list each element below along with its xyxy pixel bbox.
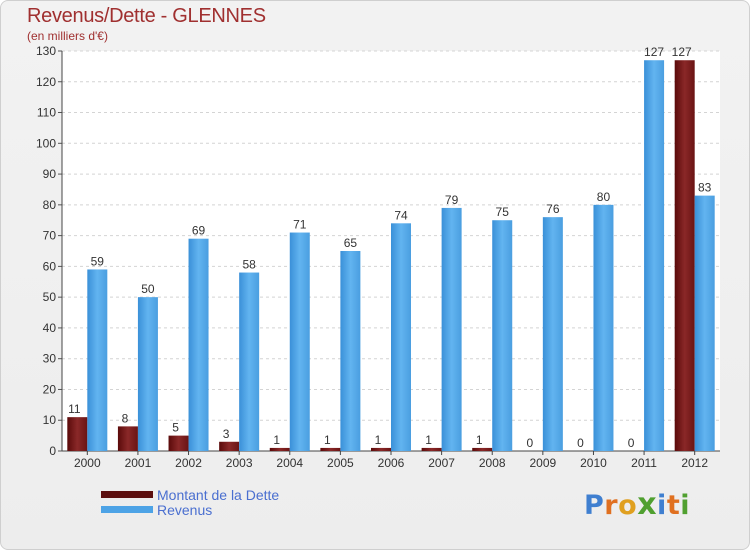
y-tick-label: 10 bbox=[43, 413, 57, 427]
x-tick-label: 2009 bbox=[529, 456, 556, 470]
logo-letter: i bbox=[680, 490, 690, 521]
y-tick-label: 100 bbox=[36, 136, 56, 150]
y-tick-label: 110 bbox=[37, 106, 56, 120]
legend: Montant de la Dette Revenus bbox=[101, 486, 280, 518]
data-label-dette: 11 bbox=[68, 402, 81, 416]
data-label-revenus: 79 bbox=[445, 193, 459, 207]
bar-revenus bbox=[644, 60, 665, 451]
data-label-revenus: 69 bbox=[192, 224, 206, 238]
x-tick-label: 2001 bbox=[125, 456, 152, 470]
bar-revenus bbox=[492, 220, 513, 451]
data-label-dette: 127 bbox=[672, 45, 692, 59]
x-tick-label: 2006 bbox=[378, 456, 405, 470]
data-label-revenus: 127 bbox=[644, 45, 664, 59]
proxiti-logo: Proxiti bbox=[584, 487, 690, 522]
x-tick-label: 2004 bbox=[276, 456, 303, 470]
data-label-dette: 5 bbox=[172, 421, 179, 435]
y-tick-label: 40 bbox=[43, 321, 57, 335]
data-label-revenus: 50 bbox=[141, 282, 155, 296]
data-label-dette: 1 bbox=[476, 433, 483, 447]
bar-revenus bbox=[239, 272, 260, 451]
y-tick-label: 30 bbox=[43, 352, 57, 366]
bar-dette bbox=[674, 60, 695, 451]
bar-revenus bbox=[593, 204, 614, 451]
data-label-dette: 0 bbox=[628, 436, 635, 450]
legend-label-revenus: Revenus bbox=[157, 501, 213, 518]
legend-swatch-revenus bbox=[101, 506, 153, 513]
logo-letter: t bbox=[666, 490, 681, 521]
data-label-dette: 0 bbox=[577, 436, 584, 450]
x-tick-label: 2010 bbox=[580, 456, 607, 470]
y-tick-label: 50 bbox=[43, 290, 57, 304]
y-tick-label: 120 bbox=[36, 75, 56, 89]
bar-revenus bbox=[137, 297, 158, 451]
bar-dette bbox=[219, 441, 240, 451]
legend-label-dette: Montant de la Dette bbox=[157, 486, 280, 503]
bar-revenus bbox=[441, 207, 462, 451]
logo-letter: r bbox=[604, 490, 619, 521]
data-label-revenus: 75 bbox=[496, 205, 510, 219]
y-tick-label: 90 bbox=[43, 167, 57, 181]
chart-subtitle: (en milliers d'€) bbox=[27, 29, 108, 43]
data-label-dette: 8 bbox=[122, 411, 129, 425]
bar-dette bbox=[472, 447, 493, 451]
data-label-dette: 3 bbox=[223, 427, 230, 441]
bar-revenus bbox=[694, 195, 715, 451]
x-tick-label: 2012 bbox=[681, 456, 708, 470]
data-label-revenus: 59 bbox=[91, 254, 105, 268]
x-tick-label: 2002 bbox=[175, 456, 202, 470]
y-tick-label: 20 bbox=[43, 382, 57, 396]
bar-revenus bbox=[188, 238, 209, 451]
bar-dette bbox=[117, 426, 138, 451]
data-label-revenus: 83 bbox=[698, 181, 712, 195]
x-tick-label: 2008 bbox=[479, 456, 506, 470]
bar-dette bbox=[421, 447, 442, 451]
chart-title: Revenus/Dette - GLENNES bbox=[27, 5, 266, 27]
legend-item-dette: Montant de la Dette bbox=[101, 486, 280, 503]
data-label-dette: 1 bbox=[324, 433, 331, 447]
data-label-dette: 1 bbox=[375, 433, 382, 447]
y-tick-label: 0 bbox=[49, 444, 56, 458]
y-tick-label: 70 bbox=[43, 229, 57, 243]
logo-letter: o bbox=[618, 490, 638, 521]
legend-item-revenus: Revenus bbox=[101, 501, 279, 518]
x-tick-label: 2011 bbox=[631, 456, 657, 470]
data-label-revenus: 71 bbox=[293, 218, 307, 232]
x-tick-label: 2003 bbox=[226, 456, 253, 470]
logo-letter: x bbox=[637, 487, 658, 522]
data-label-revenus: 80 bbox=[597, 190, 611, 204]
bar-dette bbox=[67, 417, 88, 451]
bar-revenus bbox=[87, 269, 108, 451]
data-label-revenus: 58 bbox=[242, 258, 256, 272]
data-label-dette: 1 bbox=[425, 433, 432, 447]
bar-revenus bbox=[289, 232, 310, 451]
y-tick-label: 60 bbox=[43, 259, 57, 273]
legend-swatch-dette bbox=[101, 491, 153, 498]
bar-revenus bbox=[340, 251, 361, 451]
bar-revenus bbox=[391, 223, 411, 451]
data-label-revenus: 76 bbox=[546, 202, 560, 216]
bar-dette bbox=[371, 447, 391, 451]
data-label-dette: 0 bbox=[527, 436, 534, 450]
x-tick-label: 2000 bbox=[74, 456, 101, 470]
bar-dette bbox=[168, 435, 189, 451]
bar-dette bbox=[269, 447, 290, 451]
logo-letter: P bbox=[584, 490, 605, 521]
data-label-revenus: 74 bbox=[394, 208, 408, 222]
bar-revenus bbox=[542, 217, 563, 451]
data-label-dette: 1 bbox=[273, 433, 280, 447]
data-label-revenus: 65 bbox=[344, 236, 358, 250]
x-tick-label: 2007 bbox=[428, 456, 455, 470]
x-tick-label: 2005 bbox=[327, 456, 354, 470]
bar-dette bbox=[320, 447, 341, 451]
y-tick-label: 130 bbox=[36, 44, 56, 58]
logo-letter: i bbox=[657, 490, 667, 521]
y-tick-label: 80 bbox=[43, 198, 57, 212]
